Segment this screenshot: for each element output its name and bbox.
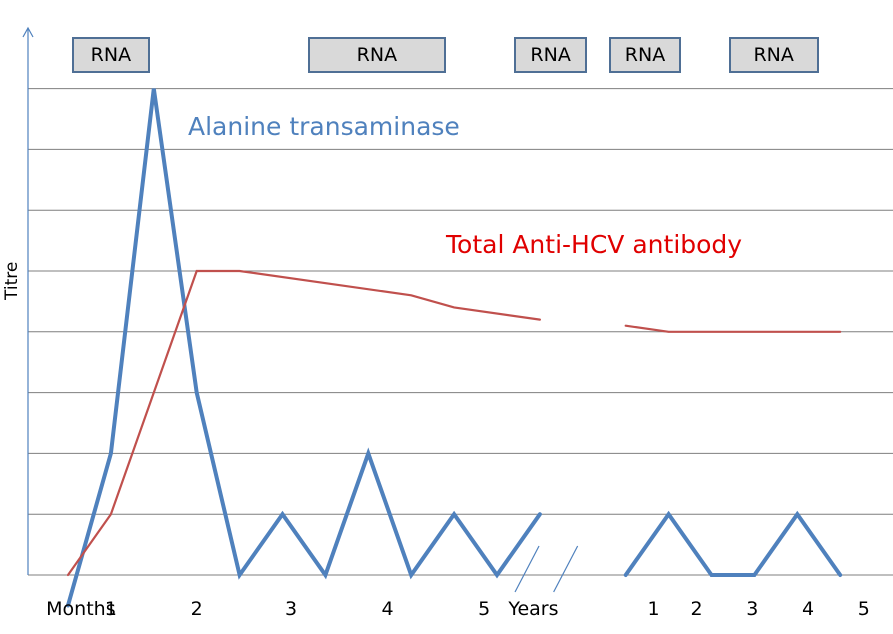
- x-tick-label: 2: [190, 598, 203, 620]
- x-tick-label: Months: [46, 598, 116, 620]
- axis-break-mark: [514, 545, 540, 593]
- rna-period-box: RNA: [72, 37, 150, 73]
- antibody-line: [66, 269, 542, 577]
- antibody-line: [624, 324, 842, 333]
- axis-break-marks: [514, 545, 579, 593]
- y-axis-arrow: [22, 26, 34, 38]
- x-tick-label: 4: [801, 598, 815, 620]
- x-tick-label: 5: [478, 598, 491, 620]
- x-tick-label: 5: [857, 598, 870, 620]
- axes: [22, 26, 34, 575]
- alt-line: [623, 510, 843, 577]
- y-axis-label: Titre: [2, 261, 22, 300]
- series-label-alt: Alanine transaminase: [188, 112, 460, 141]
- x-tick-label: 1: [104, 598, 117, 620]
- rna-period-box: RNA: [608, 37, 682, 73]
- rna-period-box: RNA: [728, 37, 819, 73]
- x-tick-label: 4: [381, 598, 394, 620]
- x-tick-label: 3: [746, 598, 759, 620]
- rna-period-box: RNA: [514, 37, 588, 73]
- rna-period-box: RNA: [308, 37, 446, 73]
- axis-break-mark: [553, 545, 579, 593]
- alt-line: [66, 88, 542, 608]
- x-tick-label: Years: [508, 598, 559, 620]
- series-lines: [66, 88, 843, 608]
- series-label-antibody: Total Anti-HCV antibody: [446, 230, 743, 259]
- x-tick-label: 3: [285, 598, 298, 620]
- x-tick-label: 2: [690, 598, 703, 620]
- x-tick-label: 1: [647, 598, 660, 620]
